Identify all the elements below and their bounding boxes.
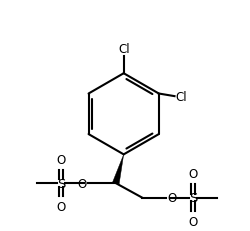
Text: O: O xyxy=(56,201,66,213)
Text: Cl: Cl xyxy=(176,90,187,103)
Polygon shape xyxy=(112,155,124,184)
Text: O: O xyxy=(168,191,177,204)
Text: O: O xyxy=(188,215,198,228)
Text: O: O xyxy=(77,177,86,190)
Text: S: S xyxy=(189,191,197,204)
Text: O: O xyxy=(56,153,66,166)
Text: Cl: Cl xyxy=(118,43,130,56)
Text: S: S xyxy=(57,177,65,190)
Text: O: O xyxy=(188,167,198,180)
